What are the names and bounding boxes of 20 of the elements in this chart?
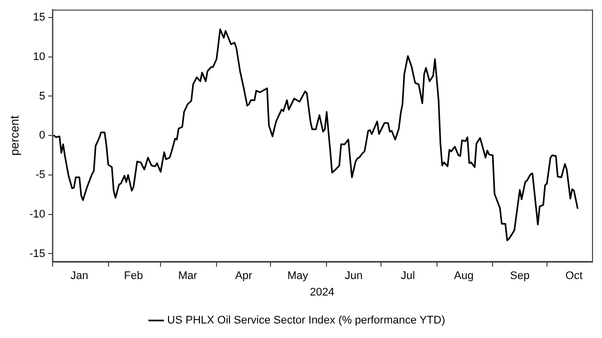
y-tick-label: -10 (29, 208, 46, 220)
x-tick-label: Jan (70, 270, 88, 282)
x-tick-label: Mar (178, 270, 198, 282)
x-tick-label: Oct (565, 270, 583, 282)
x-axis-title: 2024 (310, 286, 334, 298)
x-tick-label: Aug (454, 270, 474, 282)
x-tick-label: Jun (344, 270, 363, 282)
x-tick-label: Apr (235, 270, 253, 282)
legend-label: US PHLX Oil Service Sector Index (% performance YTD) (167, 314, 446, 327)
x-tick-label: May (287, 270, 309, 282)
y-tick-label: 5 (39, 90, 46, 102)
x-tick-label: Jul (400, 270, 415, 282)
x-tick-label: Sep (510, 270, 530, 282)
y-tick-label: -15 (29, 248, 46, 260)
y-tick-label: 15 (33, 12, 46, 24)
y-tick-label: 0 (39, 130, 46, 142)
x-tick-label: Feb (124, 270, 144, 282)
y-tick-label: -5 (36, 169, 46, 182)
y-tick-label: 10 (33, 50, 46, 63)
y-axis-title: percent (8, 114, 22, 156)
